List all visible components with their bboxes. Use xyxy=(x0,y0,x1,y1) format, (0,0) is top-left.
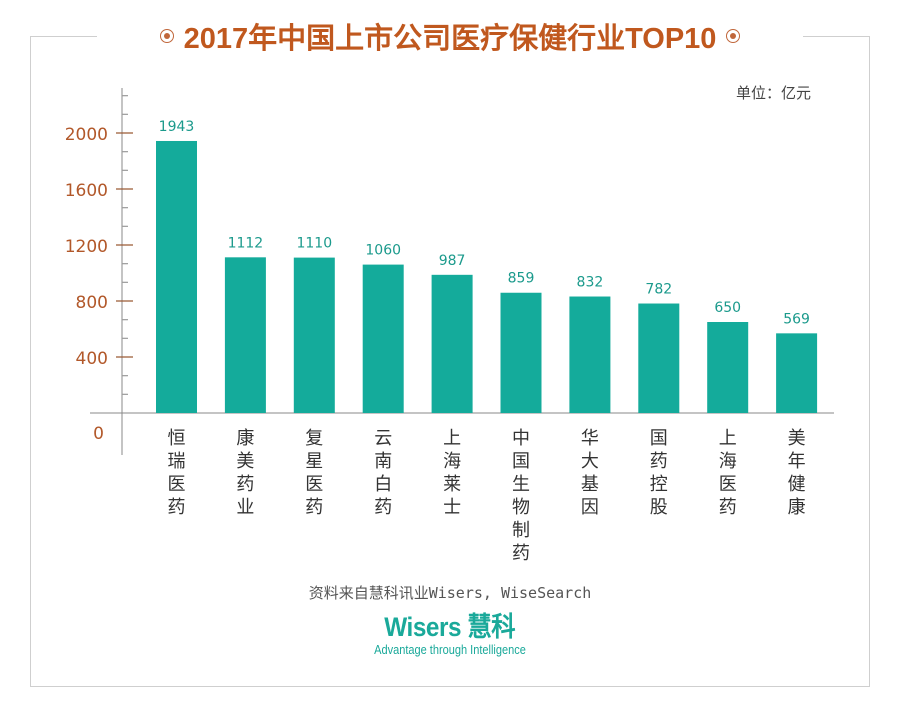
y-tick-label: 1200 xyxy=(65,237,108,257)
logo-tagline: Advantage through Intelligence xyxy=(374,643,526,657)
bar xyxy=(156,140,197,414)
category-label: 康美药业 xyxy=(236,428,254,518)
category-label: 上海医药 xyxy=(719,428,737,518)
y-tick-label: 0 xyxy=(93,424,104,444)
category-label: 美年健康 xyxy=(788,428,806,518)
data-label: 782 xyxy=(645,282,672,298)
category-label: 中国生物制药 xyxy=(512,428,530,564)
bullet-icon-left xyxy=(159,29,174,43)
source-note: 资料来自慧科讯业Wisers, WiseSearch xyxy=(308,584,592,602)
data-label: 859 xyxy=(508,271,535,287)
bullet-icon-right xyxy=(726,29,741,43)
bar xyxy=(776,333,818,413)
chart-title: 2017年中国上市公司医疗保健行业TOP10 xyxy=(183,23,717,55)
title-bar: 2017年中国上市公司医疗保健行业TOP10 xyxy=(97,17,803,55)
bar xyxy=(362,264,404,413)
data-label: 650 xyxy=(714,300,741,316)
category-label: 国药控股 xyxy=(650,428,668,518)
wisers-logo: Wisers 慧科 Advantage through Intelligence xyxy=(0,612,900,658)
data-label: 1060 xyxy=(365,243,401,259)
category-label: 恒瑞医药 xyxy=(168,428,186,518)
category-label: 华大基因 xyxy=(581,428,599,518)
category-label: 复星医药 xyxy=(305,428,323,518)
y-tick-label: 800 xyxy=(76,293,108,313)
bar xyxy=(293,257,335,413)
y-tick-label: 1600 xyxy=(65,181,108,201)
bar xyxy=(224,257,266,413)
y-tick-label: 400 xyxy=(76,349,108,369)
y-tick-label: 2000 xyxy=(65,125,108,145)
data-label: 1943 xyxy=(159,119,195,135)
bar xyxy=(431,274,473,413)
label-layer: 1943 恒瑞医药 1112 康美药业 1110 复星医药 1060 云南白药 987 上海莱士 8… xyxy=(159,119,810,564)
data-label: 1110 xyxy=(296,236,332,252)
category-label: 上海莱士 xyxy=(443,428,461,518)
unit-label: 单位：亿元 xyxy=(736,84,812,102)
bar xyxy=(500,292,542,413)
data-label: 987 xyxy=(439,253,466,269)
category-label: 云南白药 xyxy=(374,428,392,518)
bar xyxy=(638,303,680,413)
data-label: 569 xyxy=(783,311,810,327)
data-label: 1112 xyxy=(228,235,264,251)
logo-text: Wisers 慧科 xyxy=(384,612,516,642)
data-label: 832 xyxy=(577,275,604,291)
bar xyxy=(707,322,749,413)
bar xyxy=(569,296,611,413)
bar-layer xyxy=(156,140,818,414)
